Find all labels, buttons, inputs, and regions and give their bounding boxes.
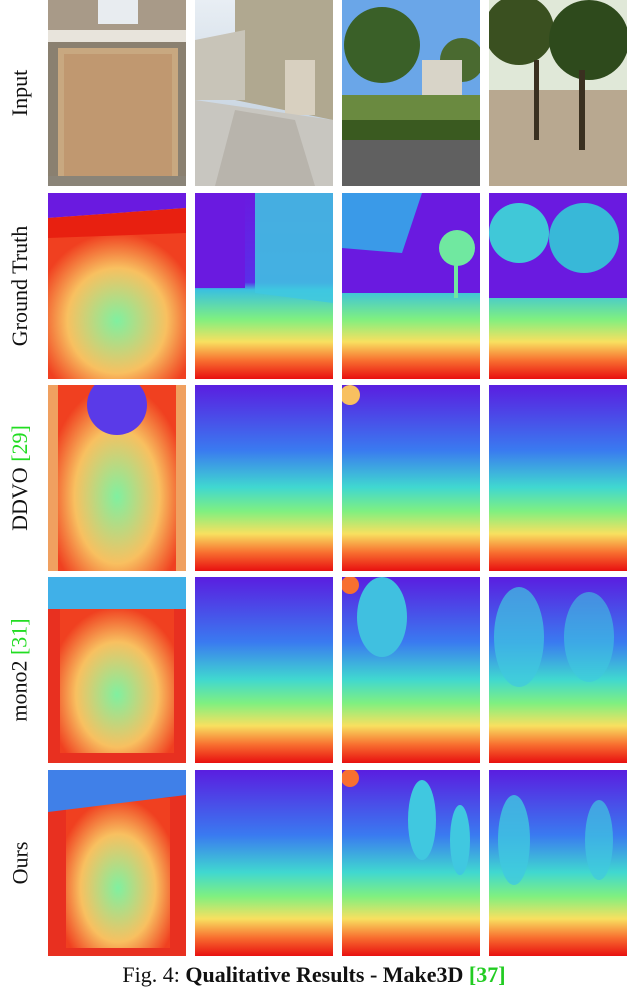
citation-ref[interactable]: [29] [7,425,32,462]
citation-ref[interactable]: [31] [7,618,32,656]
ddvo-depth-townhouses [195,385,333,571]
row-label-text: DDVO [7,461,32,531]
row-label-text: Input [7,69,33,117]
gt-depth-park [489,193,627,379]
ddvo-depth-garage [48,385,186,571]
figure-caption: Fig. 4: Qualitative Results - Make3D [37… [0,962,628,988]
caption-prefix: Fig. 4: [122,962,186,987]
input-image-park [489,0,627,186]
row-label-ground-truth: Ground Truth [0,193,40,379]
row-label-text: Ours [7,841,32,885]
caption-title: Qualitative Results - Make3D [185,962,469,987]
ddvo-depth-street [342,385,480,571]
input-image-townhouses [195,0,333,186]
ours-depth-garage [48,770,186,956]
row-label-text: Ground Truth [7,225,33,347]
row-label-input: Input [0,0,40,186]
mono2-depth-townhouses [195,577,333,763]
ours-depth-park [489,770,627,956]
input-image-street [342,0,480,186]
row-label-ddvo: DDVO [29] [0,385,40,571]
mono2-depth-garage [48,577,186,763]
row-label-ours: Ours [0,770,40,956]
input-image-garage [48,0,186,186]
ours-depth-townhouses [195,770,333,956]
mono2-depth-park [489,577,627,763]
gt-depth-townhouses [195,193,333,379]
row-label-text: mono2 [7,655,32,722]
gt-depth-garage [48,193,186,379]
ours-depth-street [342,770,480,956]
mono2-depth-street [342,577,480,763]
caption-citation-ref[interactable]: [37] [468,962,506,987]
row-label-mono2: mono2 [31] [0,577,40,763]
gt-depth-street [342,193,480,379]
ddvo-depth-park [489,385,627,571]
